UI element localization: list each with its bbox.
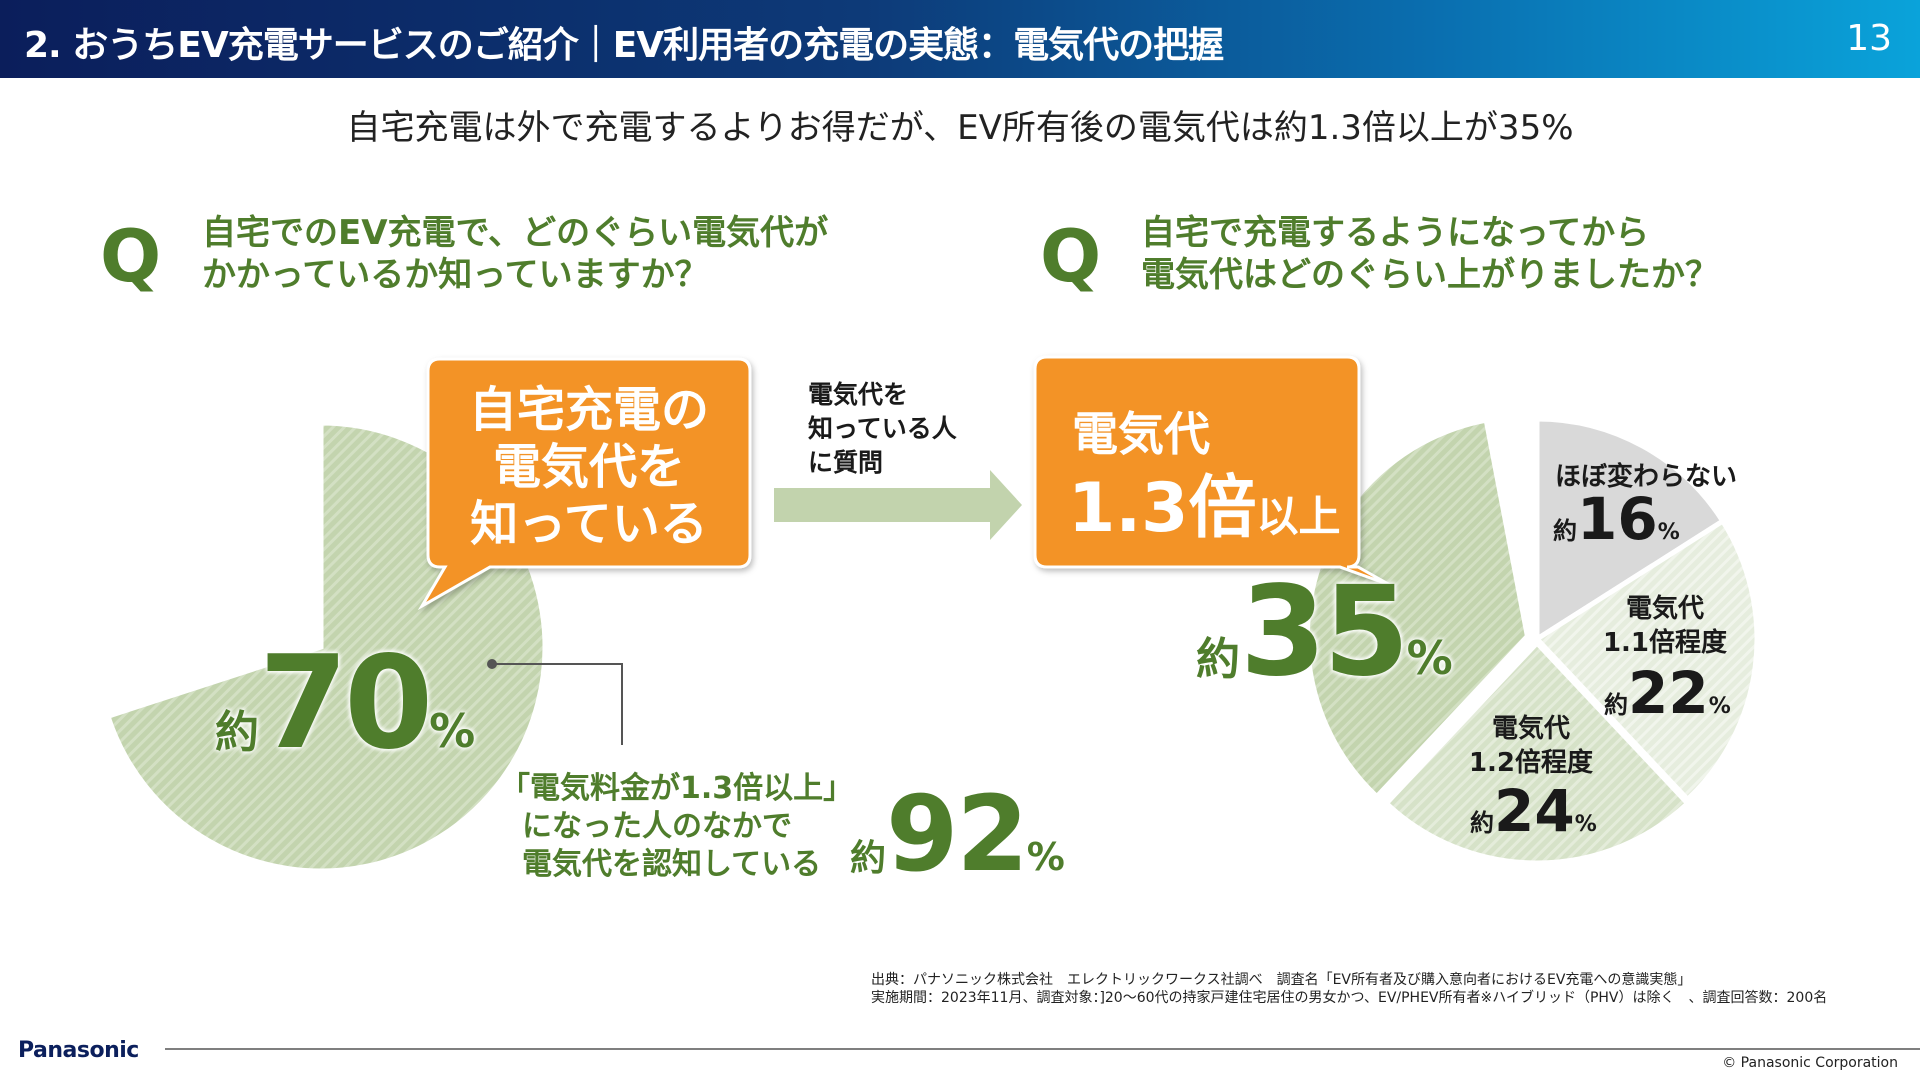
unit-label: % bbox=[1026, 835, 1065, 879]
arrow-label: 電気代を 知っている人 に質問 bbox=[808, 378, 957, 480]
left-q-mark: Q bbox=[100, 214, 162, 298]
callout-line: 電気代を bbox=[492, 439, 685, 495]
label-line: 1.2倍程度 bbox=[1468, 748, 1594, 778]
label-line: 電気代 bbox=[1491, 714, 1570, 744]
left-callout-box bbox=[417, 357, 752, 611]
pie-slice-24 bbox=[1382, 639, 1692, 866]
source-footnote: 出典：パナソニック株式会社 エレクトリックワークス社調べ 調査名「EV所有者及び… bbox=[871, 971, 1827, 1007]
page-number: 13 bbox=[1846, 18, 1892, 59]
right-question-line: 自宅で充電するようになってから bbox=[1141, 213, 1650, 253]
arrow-label-line: 知っている人 bbox=[808, 414, 957, 443]
unit-label: % bbox=[1657, 520, 1680, 545]
value-92: 92 bbox=[886, 773, 1029, 895]
right-callout-line1: 電気代 bbox=[1072, 407, 1210, 461]
callout-line: 知っている bbox=[470, 496, 708, 552]
approx-label: 約 bbox=[1553, 517, 1577, 545]
slide-subtitle: 自宅充電は外で充電するよりお得だが、EV所有後の電気代は約1.3倍以上が35% bbox=[346, 108, 1574, 148]
slice-label-24: 電気代 1.2倍程度 bbox=[1466, 712, 1596, 780]
right-pie-value-label: 約35% bbox=[1196, 570, 1453, 694]
approx-label: 約 bbox=[1470, 809, 1494, 837]
header-bar: 2. おうちEV充電サービスのご紹介｜EV利用者の充電の実態：電気代の把握 13 bbox=[0, 0, 1920, 78]
slice-value-24: 約24% bbox=[1470, 782, 1597, 840]
note-line: 「電気料金が1.3倍以上」 bbox=[500, 771, 854, 806]
unit-label: % bbox=[1708, 694, 1731, 719]
arrow-label-line: 電気代を bbox=[808, 380, 909, 409]
copyright: © Panasonic Corporation bbox=[1722, 1055, 1898, 1071]
leader-line bbox=[492, 663, 623, 745]
left-question-line: かかっているか知っていますか？ bbox=[202, 255, 709, 295]
approx-label: 約 bbox=[850, 838, 887, 879]
value-70: 70 bbox=[259, 629, 433, 778]
callout-line: 自宅充電の bbox=[468, 382, 709, 438]
approx-label: 約 bbox=[1196, 634, 1240, 685]
slice-value-22: 約22% bbox=[1604, 664, 1731, 722]
pie-slice-22 bbox=[1533, 517, 1760, 803]
note-value-label: 約92% bbox=[850, 782, 1065, 886]
value-35: 35 bbox=[1240, 560, 1410, 704]
right-question: 自宅で充電するようになってから 電気代はどのぐらい上がりましたか？ bbox=[1141, 212, 1719, 296]
callout-big: 1.3倍 bbox=[1068, 469, 1257, 548]
left-pie-value-label: 約70% bbox=[215, 640, 475, 768]
pie-slice-16 bbox=[1534, 416, 1727, 644]
left-question-line: 自宅でのEV充電で、どのぐらい電気代が bbox=[202, 213, 829, 253]
approx-label: 約 bbox=[215, 707, 259, 758]
unit-label: % bbox=[429, 704, 476, 758]
right-pie-chart bbox=[1304, 416, 1760, 866]
approx-label: 約 bbox=[1604, 691, 1628, 719]
footnote-line: 実施期間：2023年11月、調査対象：]20～60代の持家戸建住宅居住の男女かつ… bbox=[871, 990, 1828, 1006]
label-line: 電気代 bbox=[1625, 594, 1704, 624]
note-line: 電気代を認知している bbox=[522, 847, 822, 882]
footnote-line: 出典：パナソニック株式会社 エレクトリックワークス社調べ 調査名「EV所有者及び… bbox=[871, 972, 1692, 988]
right-callout-line2: 1.3倍以上 bbox=[1068, 452, 1340, 551]
left-question: 自宅でのEV充電で、どのぐらい電気代が かかっているか知っていますか？ bbox=[202, 212, 828, 296]
slice-label-22: 電気代 1.1倍程度 bbox=[1600, 592, 1730, 660]
arrow-label-line: に質問 bbox=[808, 448, 884, 477]
right-callout-box bbox=[1033, 355, 1391, 587]
unit-label: % bbox=[1574, 812, 1597, 837]
value-22: 22 bbox=[1628, 659, 1709, 727]
right-question-line: 電気代はどのぐらい上がりましたか？ bbox=[1141, 255, 1719, 295]
value-24: 24 bbox=[1494, 777, 1575, 845]
value-16: 16 bbox=[1577, 485, 1658, 553]
unit-label: % bbox=[1406, 631, 1453, 685]
callout-small: 以上 bbox=[1256, 492, 1341, 541]
panasonic-logo: Panasonic bbox=[18, 1038, 139, 1063]
right-q-mark: Q bbox=[1040, 214, 1102, 298]
arrow-right-icon bbox=[774, 470, 1022, 540]
note-line: になった人のなかで bbox=[522, 809, 792, 844]
slice-label-16: ほぼ変わらない bbox=[1555, 462, 1738, 492]
label-line: 1.1倍程度 bbox=[1602, 628, 1728, 658]
left-note: 「電気料金が1.3倍以上」 になった人のなかで 電気代を認知している bbox=[500, 770, 853, 884]
left-callout-text: 自宅充電の 電気代を 知っている bbox=[428, 382, 750, 553]
slice-value-16: 約16% bbox=[1553, 490, 1680, 548]
pie-slice-35 bbox=[1304, 417, 1531, 801]
page-title: 2. おうちEV充電サービスのご紹介｜EV利用者の充電の実態：電気代の把握 bbox=[24, 25, 1224, 66]
